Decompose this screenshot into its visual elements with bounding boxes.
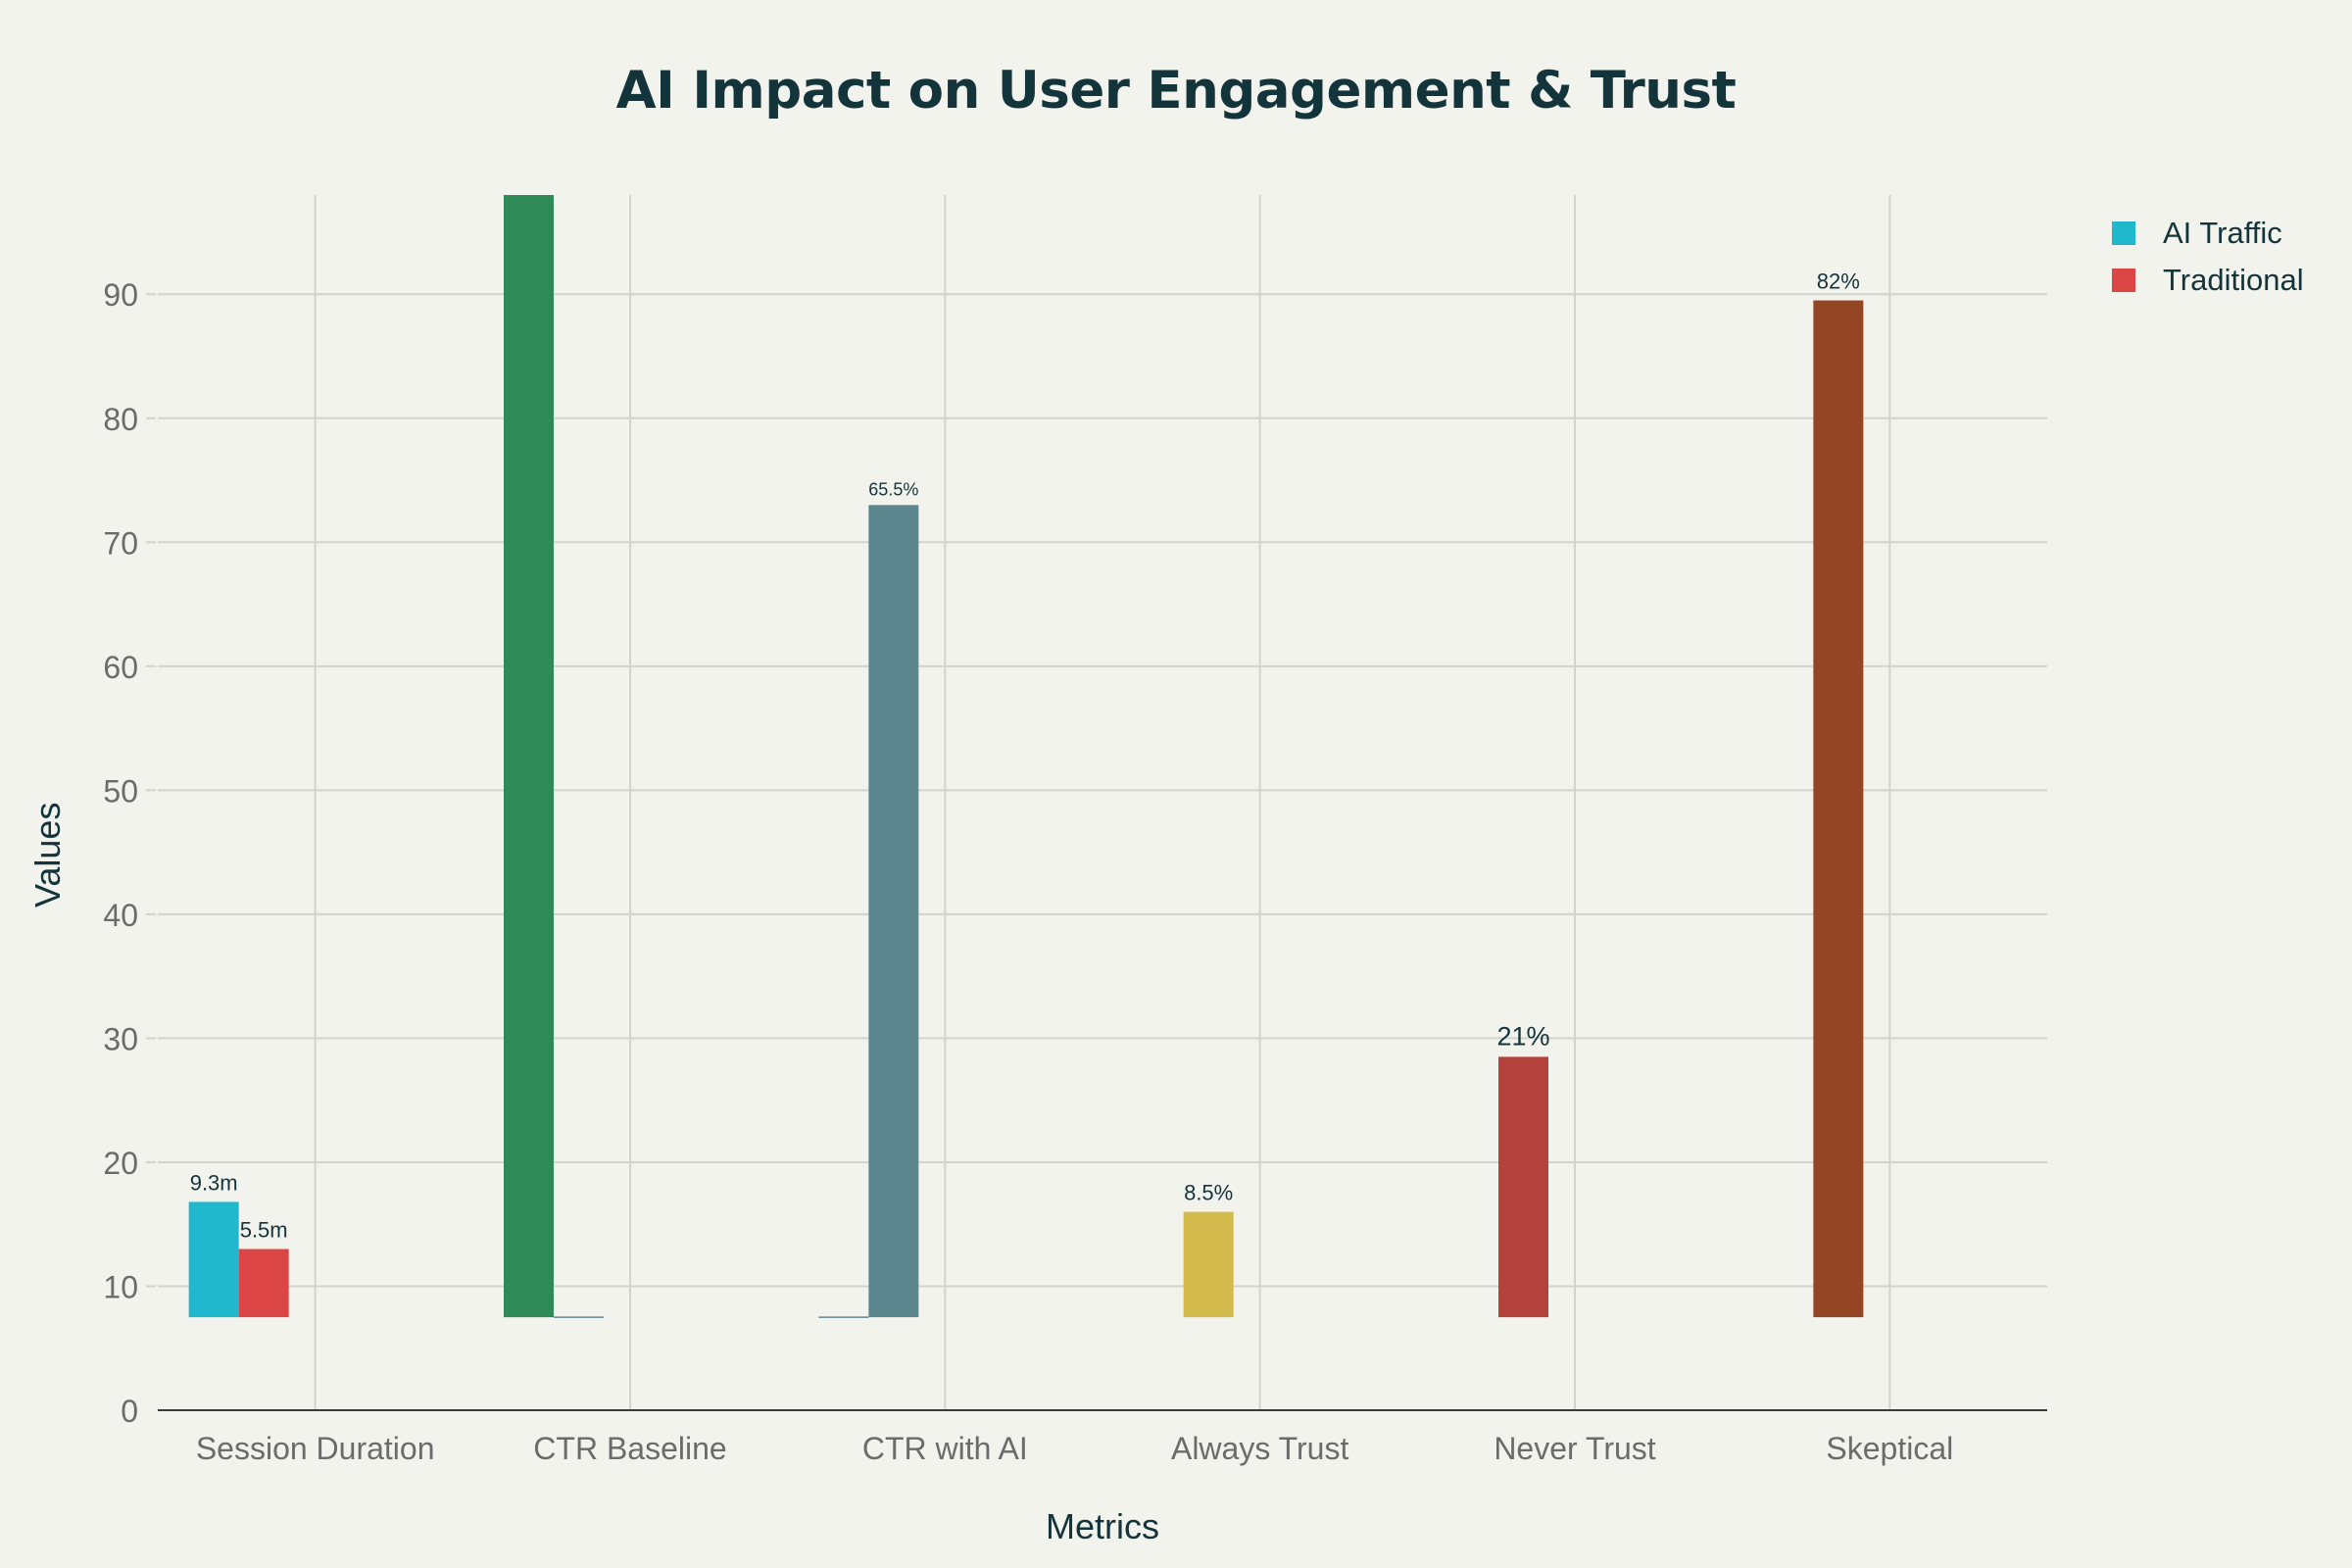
bar-value-label: 82% bbox=[1817, 270, 1860, 294]
x-tick-label: Always Trust bbox=[1171, 1431, 1348, 1466]
bar-value-label: 21% bbox=[1496, 1021, 1549, 1051]
bar-value-label: 9.3m bbox=[190, 1170, 238, 1195]
bar bbox=[1498, 1056, 1548, 1318]
x-tick-label: CTR with AI bbox=[862, 1431, 1028, 1466]
y-tick-label: 0 bbox=[121, 1394, 138, 1429]
bar-value-label: 65.5% bbox=[868, 479, 918, 499]
legend-swatch-traditional bbox=[2112, 269, 2135, 292]
legend: AI Traffic Traditional bbox=[2112, 210, 2304, 304]
y-tick-label: 30 bbox=[103, 1021, 138, 1056]
x-axis-title: Metrics bbox=[1046, 1506, 1159, 1546]
chart-title: AI Impact on User Engagement & Trust bbox=[615, 61, 1737, 121]
x-tick-label: Never Trust bbox=[1494, 1431, 1655, 1466]
bar-value-label: 5.5m bbox=[240, 1218, 288, 1243]
y-tick-label: 50 bbox=[103, 773, 138, 808]
x-tick-label: Skeptical bbox=[1826, 1431, 1953, 1466]
y-tick-label: 60 bbox=[103, 650, 138, 685]
legend-swatch-ai-traffic bbox=[2112, 221, 2135, 245]
bar bbox=[238, 1249, 289, 1318]
bar-value-label: 8.5% bbox=[1184, 1181, 1233, 1205]
y-tick-label: 70 bbox=[103, 525, 138, 561]
y-tick-label: 40 bbox=[103, 898, 138, 933]
x-tick-label: Session Duration bbox=[196, 1431, 435, 1466]
y-tick-label: 90 bbox=[103, 277, 138, 313]
y-tick-label: 10 bbox=[103, 1269, 138, 1304]
legend-label-ai-traffic: AI Traffic bbox=[2163, 216, 2282, 250]
y-axis-title: Values bbox=[27, 802, 68, 907]
bar bbox=[188, 1201, 239, 1318]
bar bbox=[1183, 1211, 1234, 1318]
y-tick-label: 20 bbox=[103, 1146, 138, 1181]
bar bbox=[868, 505, 919, 1318]
bar bbox=[504, 195, 554, 1318]
x-tick-label: CTR Baseline bbox=[533, 1431, 726, 1466]
y-tick-label: 80 bbox=[103, 402, 138, 437]
legend-item-traditional[interactable]: Traditional bbox=[2112, 257, 2304, 304]
legend-item-ai-traffic[interactable]: AI Traffic bbox=[2112, 210, 2304, 257]
bar bbox=[1813, 300, 1864, 1318]
legend-label-traditional: Traditional bbox=[2163, 263, 2304, 297]
